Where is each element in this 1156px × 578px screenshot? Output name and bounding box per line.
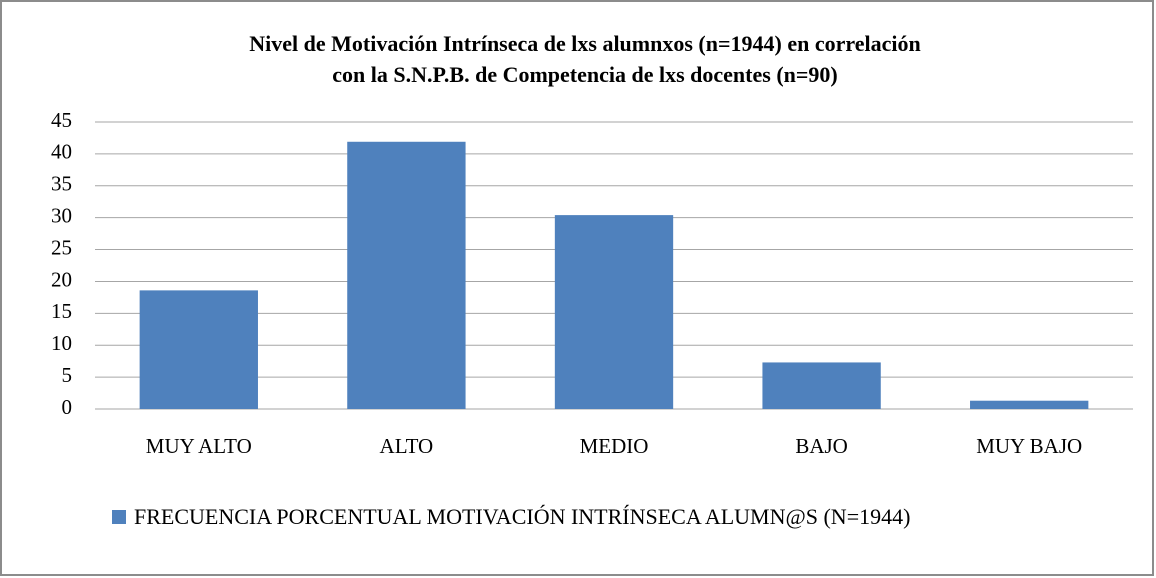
x-tick-label: MUY ALTO — [146, 434, 252, 458]
legend-label: FRECUENCIA PORCENTUAL MOTIVACIÓN INTRÍNS… — [134, 504, 911, 529]
x-tick-label: MUY BAJO — [976, 434, 1082, 458]
x-tick-label: ALTO — [380, 434, 434, 458]
y-tick-label: 25 — [51, 235, 72, 259]
x-tick-label: MEDIO — [580, 434, 649, 458]
y-tick-label: 5 — [62, 363, 73, 387]
bar — [970, 400, 1089, 409]
y-tick-label: 0 — [62, 395, 73, 419]
bar — [762, 362, 881, 409]
bar — [554, 215, 674, 409]
x-tick-label: BAJO — [795, 434, 848, 458]
legend: FRECUENCIA PORCENTUAL MOTIVACIÓN INTRÍNS… — [112, 500, 1092, 534]
y-tick-label: 35 — [51, 172, 72, 196]
chart-title: con la S.N.P.B. de Competencia de lxs do… — [332, 62, 838, 87]
y-tick-label: 30 — [51, 203, 72, 227]
legend-swatch — [112, 510, 126, 524]
y-tick-label: 40 — [51, 140, 72, 164]
y-tick-label: 45 — [51, 108, 72, 132]
bar — [139, 290, 258, 409]
chart-title: Nivel de Motivación Intrínseca de lxs al… — [249, 31, 920, 56]
y-tick-label: 20 — [51, 267, 72, 291]
bar — [347, 141, 466, 409]
y-tick-label: 15 — [51, 299, 72, 323]
y-tick-label: 10 — [51, 331, 72, 355]
